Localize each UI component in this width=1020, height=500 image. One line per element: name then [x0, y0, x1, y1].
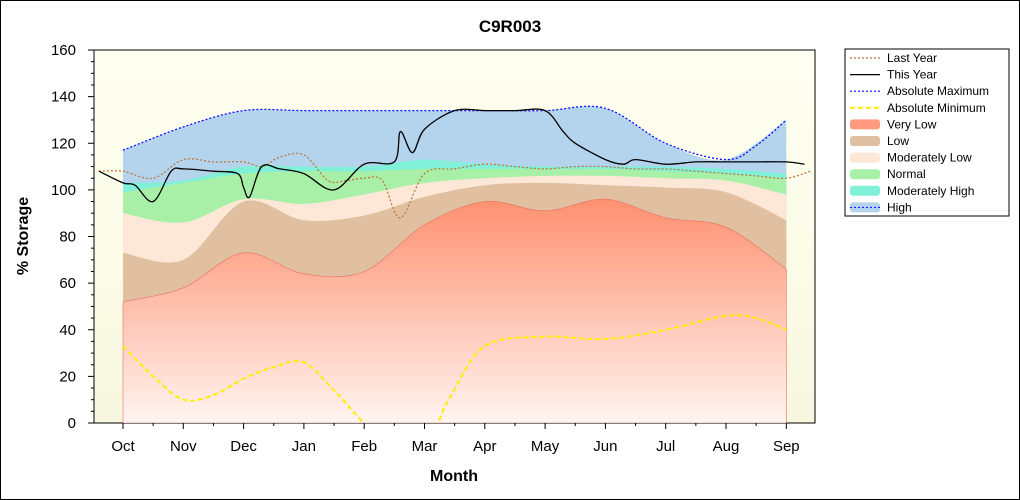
lines-layer — [98, 105, 811, 423]
y-tick-label: 120 — [51, 135, 76, 152]
x-tick-label: Mar — [412, 438, 438, 455]
y-tick-label: 40 — [59, 322, 76, 339]
legend-swatch — [850, 119, 880, 130]
series-line-absolute-minimum — [122, 313, 787, 423]
legend-swatch — [850, 136, 880, 146]
x-tick-label: Sep — [773, 438, 800, 455]
y-tick-label: 20 — [59, 368, 76, 385]
legend-swatch — [850, 152, 880, 163]
legend-label: Low — [887, 134, 909, 148]
y-tick-label: 100 — [51, 182, 76, 199]
x-tick-label: May — [531, 438, 560, 455]
legend-item: Absolute Minimum — [850, 101, 986, 115]
bands-layer — [122, 106, 787, 423]
legend-label: Moderately Low — [887, 151, 972, 165]
legend-item: Moderately High — [850, 184, 974, 198]
y-axis-title: % Storage — [15, 197, 32, 275]
x-tick-label: Jan — [292, 438, 316, 455]
band-very-low — [122, 198, 787, 423]
axes-layer: 0 20 40 60 80 100 120 140 160 Oct Nov Dec Jan Feb Mar A… — [51, 42, 800, 455]
x-tick-label: Apr — [473, 438, 496, 455]
series-line-last-year — [98, 152, 811, 219]
legend-item: Low — [850, 134, 909, 148]
x-tick-label: Jun — [593, 438, 617, 455]
legend-swatch — [850, 185, 880, 196]
legend: Last Year This Year Absolute Maximum Absolu… — [844, 48, 1010, 217]
legend-item: This Year — [850, 68, 937, 82]
x-tick-label: Jul — [656, 438, 675, 455]
legend-label: Absolute Maximum — [887, 84, 989, 98]
legend-swatch — [850, 169, 880, 180]
x-tick-label: Nov — [170, 438, 197, 455]
legend-label: Absolute Minimum — [887, 101, 986, 115]
legend-label: Moderately High — [887, 184, 974, 198]
legend-swatch — [850, 202, 880, 213]
x-tick-label: Dec — [230, 438, 257, 455]
legend-label: Normal — [887, 167, 926, 181]
y-tick-label: 80 — [59, 229, 76, 246]
y-tick-label: 0 — [68, 415, 76, 432]
legend-label: Very Low — [887, 117, 937, 131]
legend-item: Last Year — [850, 51, 937, 65]
legend-item: Normal — [850, 167, 926, 181]
legend-item: Moderately Low — [850, 151, 972, 165]
y-tick-label: 140 — [51, 89, 76, 106]
legend-item: High — [850, 200, 912, 214]
chart-title: C9R003 — [479, 17, 541, 36]
legend-label: This Year — [887, 68, 937, 82]
x-tick-label: Oct — [111, 438, 135, 455]
y-tick-label: 160 — [51, 42, 76, 59]
series-line-this-year — [98, 108, 805, 203]
legend-label: High — [887, 200, 912, 214]
x-tick-label: Aug — [713, 438, 740, 455]
x-tick-label: Feb — [351, 438, 377, 455]
x-axis-title: Month — [430, 468, 478, 485]
y-tick-label: 60 — [59, 275, 76, 292]
legend-item: Absolute Maximum — [850, 84, 989, 98]
legend-label: Last Year — [887, 51, 937, 65]
legend-item: Very Low — [850, 117, 937, 131]
